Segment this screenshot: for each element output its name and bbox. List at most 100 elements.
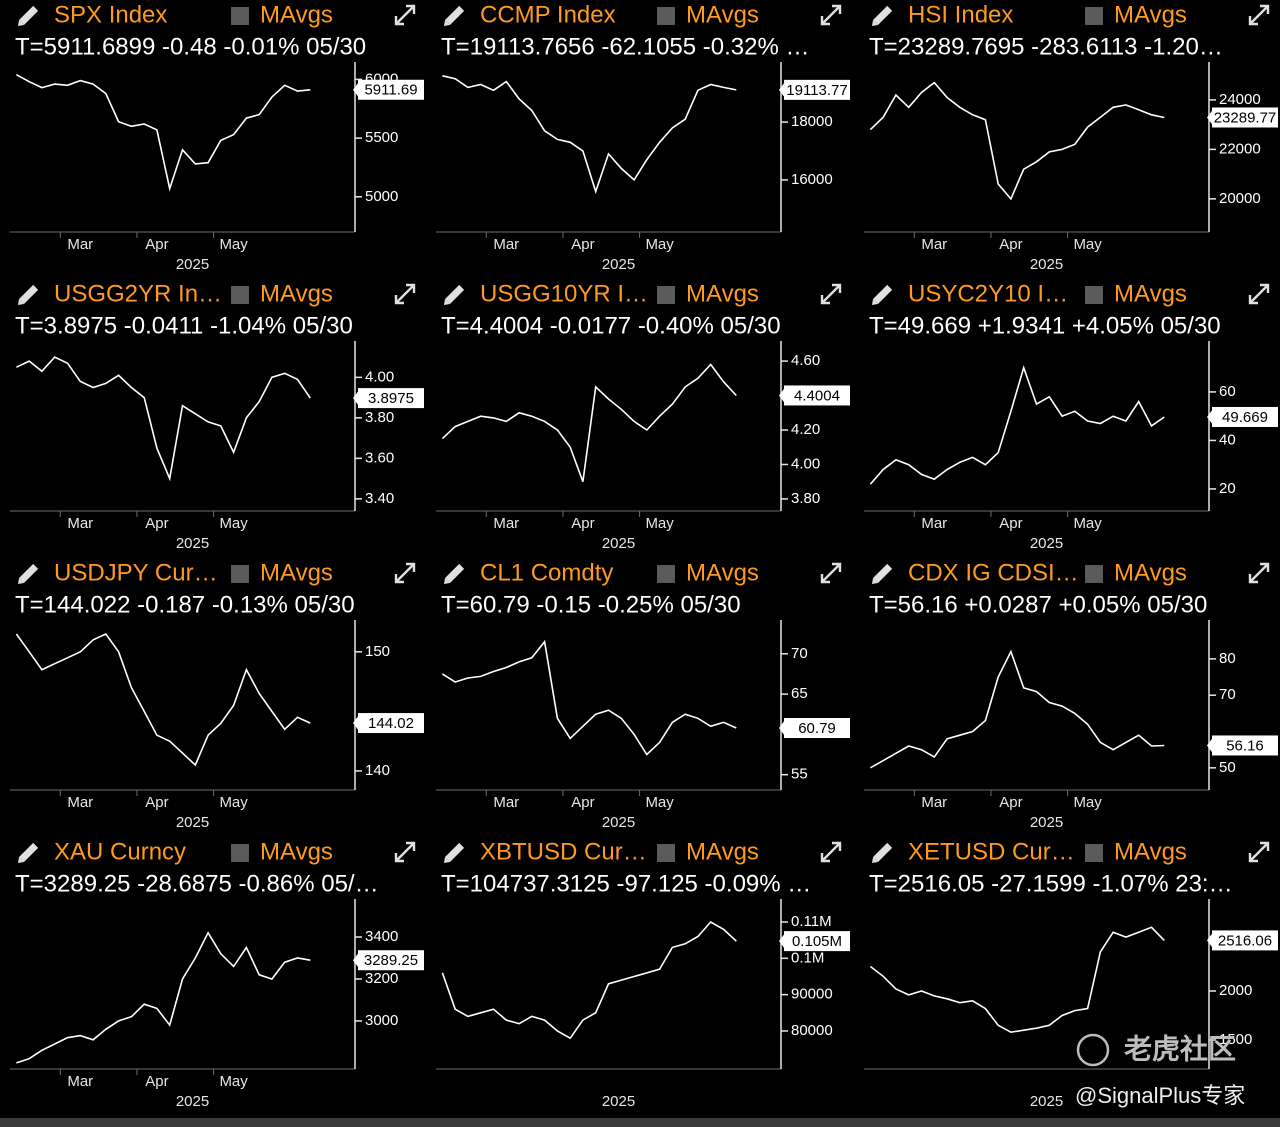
expand-icon[interactable]	[394, 283, 416, 305]
last-value-label: 49.669	[1222, 409, 1268, 426]
x-tick-label: Mar	[921, 515, 947, 532]
price-line	[16, 73, 311, 192]
edit-icon	[871, 842, 893, 864]
edit-icon	[17, 5, 39, 27]
x-tick-label: Mar	[921, 236, 947, 253]
x-tick-label: Mar	[493, 236, 519, 253]
chart-title: USGG2YR In…	[54, 280, 222, 307]
edit-icon-tip	[17, 299, 24, 306]
x-axis-year: 2025	[602, 1093, 635, 1110]
x-tick-label: Apr	[999, 515, 1022, 532]
x-axis-year: 2025	[1030, 256, 1063, 273]
y-tick-label: 3400	[365, 928, 398, 945]
edit-icon	[443, 842, 465, 864]
x-tick-label: Apr	[145, 515, 168, 532]
overlay-checkbox[interactable]	[657, 565, 675, 583]
expand-icon[interactable]	[1248, 562, 1270, 584]
last-value-pointer	[779, 387, 785, 404]
last-value-label: 144.02	[368, 715, 414, 732]
last-value-box	[1212, 107, 1278, 128]
expand-icon[interactable]	[1248, 283, 1270, 305]
last-value-box	[784, 79, 850, 100]
overlay-checkbox[interactable]	[231, 7, 249, 25]
chart-subtitle: T=4.4004 -0.0177 -0.40% 05/30	[441, 312, 781, 339]
overlay-checkbox[interactable]	[657, 844, 675, 862]
x-tick-label: May	[1073, 236, 1102, 253]
overlay-label: MAvgs	[686, 1, 759, 28]
edit-icon-tip	[443, 857, 450, 864]
watermark-author: @SignalPlus专家	[1075, 1083, 1245, 1108]
x-axis-year: 2025	[1030, 1093, 1063, 1110]
expand-icon[interactable]	[394, 841, 416, 863]
edit-icon-tip	[17, 20, 24, 27]
chart-subtitle: T=49.669 +1.9341 +4.05% 05/30	[869, 312, 1221, 339]
x-tick-label: Mar	[493, 515, 519, 532]
price-line	[15, 632, 311, 767]
expand-icon[interactable]	[820, 562, 842, 584]
chart-panel: XBTUSD Cur… MAvgs T=104737.3125 -97.125 -0…	[436, 838, 850, 1110]
overlay-checkbox[interactable]	[1085, 844, 1103, 862]
last-value-pointer	[1207, 932, 1213, 949]
price-line	[869, 365, 1165, 485]
y-tick-label: 140	[365, 762, 390, 779]
last-value-pointer	[353, 390, 359, 407]
chart-subtitle: T=56.16 +0.0287 +0.05% 05/30	[869, 591, 1207, 618]
y-tick-label: 22000	[1219, 140, 1261, 157]
expand-icon[interactable]	[820, 4, 842, 26]
y-tick-label: 90000	[791, 986, 833, 1003]
x-tick-label: May	[645, 236, 674, 253]
chart-panel: USYC2Y10 I… MAvgs T=49.669 +1.9341 +4.05% …	[864, 280, 1278, 552]
last-value-box	[784, 931, 850, 952]
last-value-pointer	[1207, 408, 1213, 425]
y-tick-label: 20	[1219, 480, 1236, 497]
y-tick-label: 3.80	[791, 490, 820, 507]
expand-icon[interactable]	[820, 841, 842, 863]
x-axis-year: 2025	[602, 535, 635, 552]
edit-icon-tip	[17, 857, 24, 864]
chart-subtitle: T=144.022 -0.187 -0.13% 05/30	[15, 591, 355, 618]
last-value-label: 5911.69	[364, 82, 417, 99]
x-tick-label: Apr	[999, 794, 1022, 811]
last-value-box	[358, 388, 424, 409]
edit-icon-body	[873, 5, 893, 25]
last-value-pointer	[353, 952, 359, 969]
x-axis-year: 2025	[176, 1093, 209, 1110]
edit-icon	[871, 563, 893, 585]
overlay-checkbox[interactable]	[231, 565, 249, 583]
edit-icon	[443, 5, 465, 27]
y-tick-label: 18000	[791, 113, 833, 130]
chart-title: XAU Curncy	[54, 838, 186, 865]
overlay-checkbox[interactable]	[1085, 565, 1103, 583]
expand-icon[interactable]	[1248, 4, 1270, 26]
y-tick-label: 3200	[365, 970, 398, 987]
overlay-checkbox[interactable]	[231, 844, 249, 862]
x-tick-label: Apr	[145, 236, 168, 253]
edit-icon-tip	[871, 857, 878, 864]
edit-icon-body	[19, 5, 39, 25]
edit-icon	[871, 284, 893, 306]
x-tick-label: Mar	[67, 515, 93, 532]
edit-icon-body	[873, 563, 893, 583]
edit-icon-tip	[443, 578, 450, 585]
overlay-checkbox[interactable]	[231, 286, 249, 304]
chart-panel: XETUSD Cur… MAvgs T=2516.05 -27.1599 -1.07…	[864, 838, 1278, 1110]
overlay-checkbox[interactable]	[1085, 286, 1103, 304]
overlay-checkbox[interactable]	[1085, 7, 1103, 25]
overlay-checkbox[interactable]	[657, 286, 675, 304]
y-tick-label: 4.60	[791, 352, 820, 369]
y-tick-label: 70	[791, 645, 808, 662]
overlay-checkbox[interactable]	[657, 7, 675, 25]
last-value-label: 3289.25	[364, 952, 418, 969]
edit-icon-body	[445, 5, 465, 25]
price-line	[442, 75, 737, 195]
expand-icon[interactable]	[1248, 841, 1270, 863]
expand-icon[interactable]	[394, 4, 416, 26]
chart-title: XBTUSD Cur…	[480, 838, 647, 865]
expand-icon[interactable]	[394, 562, 416, 584]
y-tick-label: 16000	[791, 171, 833, 188]
chart-panel: CL1 Comdty MAvgs T=60.79 -0.15 -0.25% 05/3…	[436, 559, 850, 831]
price-line	[441, 363, 737, 482]
chart-title: XETUSD Cur…	[908, 838, 1075, 865]
chart-panel: USGG2YR In… MAvgs T=3.8975 -0.0411 -1.04% …	[10, 280, 424, 552]
expand-icon[interactable]	[820, 283, 842, 305]
